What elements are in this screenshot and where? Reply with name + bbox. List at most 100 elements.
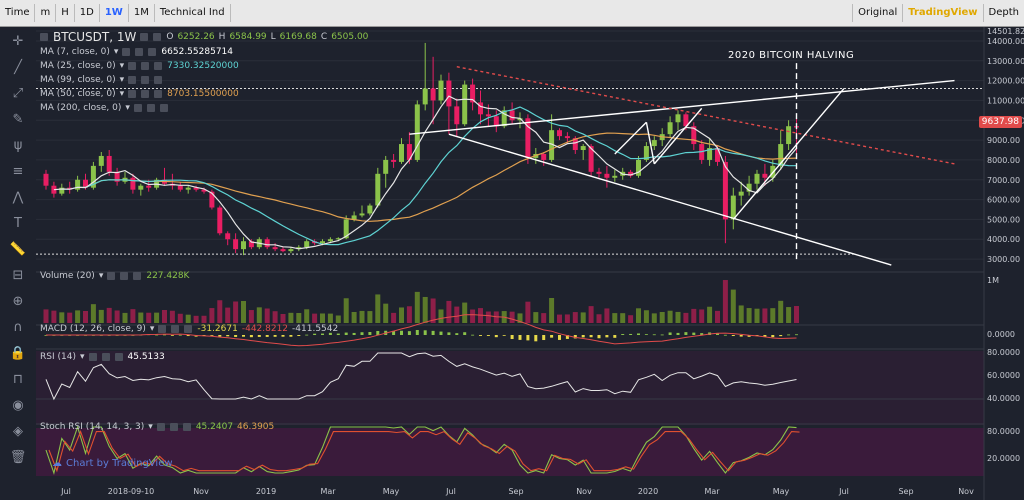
toolbar: Time m H 1D 1W 1M Technical Ind Original… xyxy=(0,0,1024,27)
lock-icon[interactable]: 🔒 xyxy=(9,346,27,361)
unlock-icon[interactable]: ⊓ xyxy=(12,372,24,387)
stoch-close-icon[interactable] xyxy=(182,423,191,431)
interval-minute[interactable]: m xyxy=(35,4,57,22)
macd-settings-icon[interactable] xyxy=(171,325,180,333)
volume-bar xyxy=(541,313,547,323)
macd-histogram-bar xyxy=(170,335,174,336)
volume-bar xyxy=(177,313,183,323)
volume-bar xyxy=(533,312,539,323)
ma99-close-icon[interactable] xyxy=(154,76,163,84)
ma25-line xyxy=(61,106,797,246)
stoch-eye-icon[interactable] xyxy=(156,423,165,431)
candle-body xyxy=(264,239,270,248)
ma25-eye-icon[interactable] xyxy=(128,62,137,70)
ma50-close-icon[interactable] xyxy=(154,90,163,98)
tradingview-watermark[interactable]: ☁ Chart by TradingView xyxy=(52,458,173,469)
candle-body xyxy=(651,140,657,147)
macd-value-1: -31.2671 xyxy=(197,324,238,334)
view-tradingview[interactable]: TradingView xyxy=(902,4,982,22)
macd-histogram-bar xyxy=(313,333,317,335)
ma50-settings-icon[interactable] xyxy=(141,90,150,98)
interval-1m[interactable]: 1M xyxy=(129,4,155,22)
ray-icon[interactable]: ⤢ xyxy=(12,86,24,101)
rsi-eye-icon[interactable] xyxy=(88,353,97,361)
time-axis-label: 2019 xyxy=(256,487,276,496)
volume-bar xyxy=(154,312,160,323)
macd-histogram-bar xyxy=(510,335,514,340)
text-icon[interactable]: T xyxy=(14,216,22,231)
magnet-icon[interactable]: ∩ xyxy=(13,320,23,335)
eye-icon[interactable]: ◉ xyxy=(12,398,24,413)
volume-settings-icon[interactable] xyxy=(120,272,129,280)
ruler-icon[interactable]: 📏 xyxy=(9,242,27,257)
pitchfork-icon[interactable]: ψ xyxy=(13,138,23,153)
price-axis-label: 6000.00 xyxy=(987,196,1020,205)
volume-bar xyxy=(580,312,586,323)
macd-histogram-bar xyxy=(273,335,277,337)
time-label[interactable]: Time xyxy=(0,4,36,22)
visibility-icon[interactable] xyxy=(153,33,162,41)
trash-icon[interactable]: 🗑 xyxy=(9,450,27,465)
volume-bar xyxy=(722,280,728,323)
pattern-icon[interactable]: ⋀ xyxy=(12,190,24,205)
stoch-axis-label: 20.0000 xyxy=(987,454,1020,463)
volume-bar xyxy=(659,312,665,323)
candle-body xyxy=(248,241,254,248)
technical-indicators-button[interactable]: Technical Ind xyxy=(155,4,231,22)
volume-bar xyxy=(557,314,562,323)
candle-body xyxy=(541,153,547,160)
ma50-eye-icon[interactable] xyxy=(128,90,137,98)
stoch-settings-icon[interactable] xyxy=(169,423,178,431)
trendline-icon[interactable]: ╱ xyxy=(14,60,22,75)
macd-histogram-bar xyxy=(479,335,482,336)
ma200-eye-icon[interactable] xyxy=(133,104,142,112)
macd-eye-icon[interactable] xyxy=(158,325,167,333)
volume-bar xyxy=(375,294,381,323)
interval-1w[interactable]: 1W xyxy=(100,4,129,22)
macd-histogram-bar xyxy=(447,332,451,335)
candle-body xyxy=(406,144,412,160)
ma7-settings-icon[interactable] xyxy=(135,48,144,56)
ma25-close-icon[interactable] xyxy=(154,62,163,70)
zoom-icon[interactable]: ⊕ xyxy=(12,294,24,309)
candle-body xyxy=(588,146,594,172)
volume-close-icon[interactable] xyxy=(133,272,142,280)
collapse-icon[interactable] xyxy=(40,33,48,41)
brush-icon[interactable]: ✎ xyxy=(12,112,24,127)
ma25-settings-icon[interactable] xyxy=(141,62,150,70)
price-axis-label: 5000.00 xyxy=(987,215,1020,224)
ma99-settings-icon[interactable] xyxy=(141,76,150,84)
ma7-close-icon[interactable] xyxy=(148,48,157,56)
view-original[interactable]: Original xyxy=(852,4,902,22)
ma7-eye-icon[interactable] xyxy=(122,48,131,56)
settings-icon[interactable] xyxy=(140,33,149,41)
macd-histogram-bar xyxy=(463,332,467,335)
volume-bar xyxy=(391,312,397,323)
interval-1d[interactable]: 1D xyxy=(75,4,100,22)
interval-hour[interactable]: H xyxy=(56,4,75,22)
ma200-close-icon[interactable] xyxy=(159,104,168,112)
volume-eye-icon[interactable] xyxy=(107,272,116,280)
candle-body xyxy=(138,185,144,190)
macd-histogram-bar xyxy=(668,332,672,335)
view-depth[interactable]: Depth xyxy=(982,4,1024,22)
ma99-eye-icon[interactable] xyxy=(128,76,137,84)
macd-histogram-bar xyxy=(226,335,230,337)
rsi-settings-icon[interactable] xyxy=(101,353,110,361)
measure-icon[interactable]: ⊟ xyxy=(12,268,24,283)
layers-icon[interactable]: ◈ xyxy=(13,424,23,439)
rsi-close-icon[interactable] xyxy=(114,353,123,361)
volume-bar xyxy=(51,310,57,323)
fib-icon[interactable]: ≡ xyxy=(12,164,24,179)
open-label: O xyxy=(166,32,174,42)
ma200-settings-icon[interactable] xyxy=(146,104,155,112)
volume-bar xyxy=(715,310,720,323)
volume-bar xyxy=(414,291,420,323)
macd-close-icon[interactable] xyxy=(184,325,193,333)
candle-body xyxy=(549,130,555,160)
candle-body xyxy=(462,84,468,125)
volume-value: 227.428K xyxy=(146,271,190,281)
crosshair-icon[interactable]: ✛ xyxy=(12,34,24,49)
macd-histogram-bar xyxy=(700,333,704,335)
